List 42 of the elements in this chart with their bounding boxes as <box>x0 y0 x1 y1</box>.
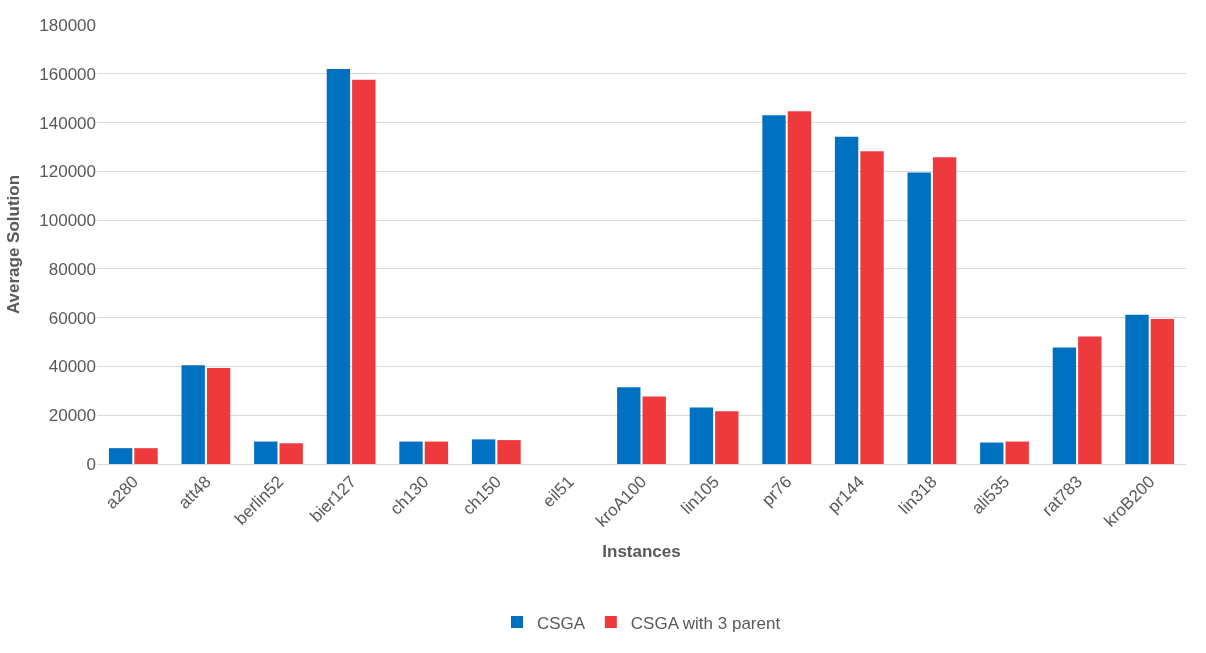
x-axis-title: Instances <box>602 541 681 561</box>
bar <box>471 439 496 464</box>
bar <box>834 136 859 464</box>
y-tick-label: 100000 <box>39 211 96 231</box>
y-tick-label: 180000 <box>39 15 96 35</box>
bar <box>326 68 351 464</box>
bar <box>715 411 739 464</box>
bar <box>1125 314 1149 464</box>
bar <box>1150 318 1175 464</box>
bar <box>254 441 278 464</box>
bar <box>907 172 931 464</box>
bar <box>787 111 812 464</box>
bar <box>181 365 205 464</box>
bar <box>1005 441 1029 464</box>
bar <box>279 443 303 464</box>
legend-label: CSGA <box>537 613 586 633</box>
bar <box>497 440 521 464</box>
bar <box>108 448 133 464</box>
bar <box>399 441 423 464</box>
y-tick-label: 40000 <box>48 357 96 377</box>
bar <box>762 115 786 464</box>
bar <box>617 387 641 464</box>
y-tick-label: 160000 <box>39 64 96 84</box>
bar <box>1078 336 1102 464</box>
bar <box>134 448 158 464</box>
legend-label: CSGA with 3 parent <box>630 613 781 633</box>
bar <box>689 407 714 464</box>
y-tick-label: 120000 <box>39 162 96 182</box>
bar <box>352 79 376 464</box>
bar <box>206 367 231 464</box>
bar <box>424 441 449 464</box>
bar <box>1052 347 1077 464</box>
bar <box>932 157 957 464</box>
y-tick-label: 0 <box>86 454 96 474</box>
y-tick-label: 140000 <box>39 113 96 133</box>
bar <box>980 442 1004 464</box>
y-tick-label: 80000 <box>48 259 96 279</box>
bar <box>860 151 884 464</box>
y-tick-label: 60000 <box>48 308 96 328</box>
y-tick-label: 20000 <box>48 406 96 426</box>
y-axis-title: Average Solution <box>3 174 23 315</box>
bar <box>642 396 666 464</box>
